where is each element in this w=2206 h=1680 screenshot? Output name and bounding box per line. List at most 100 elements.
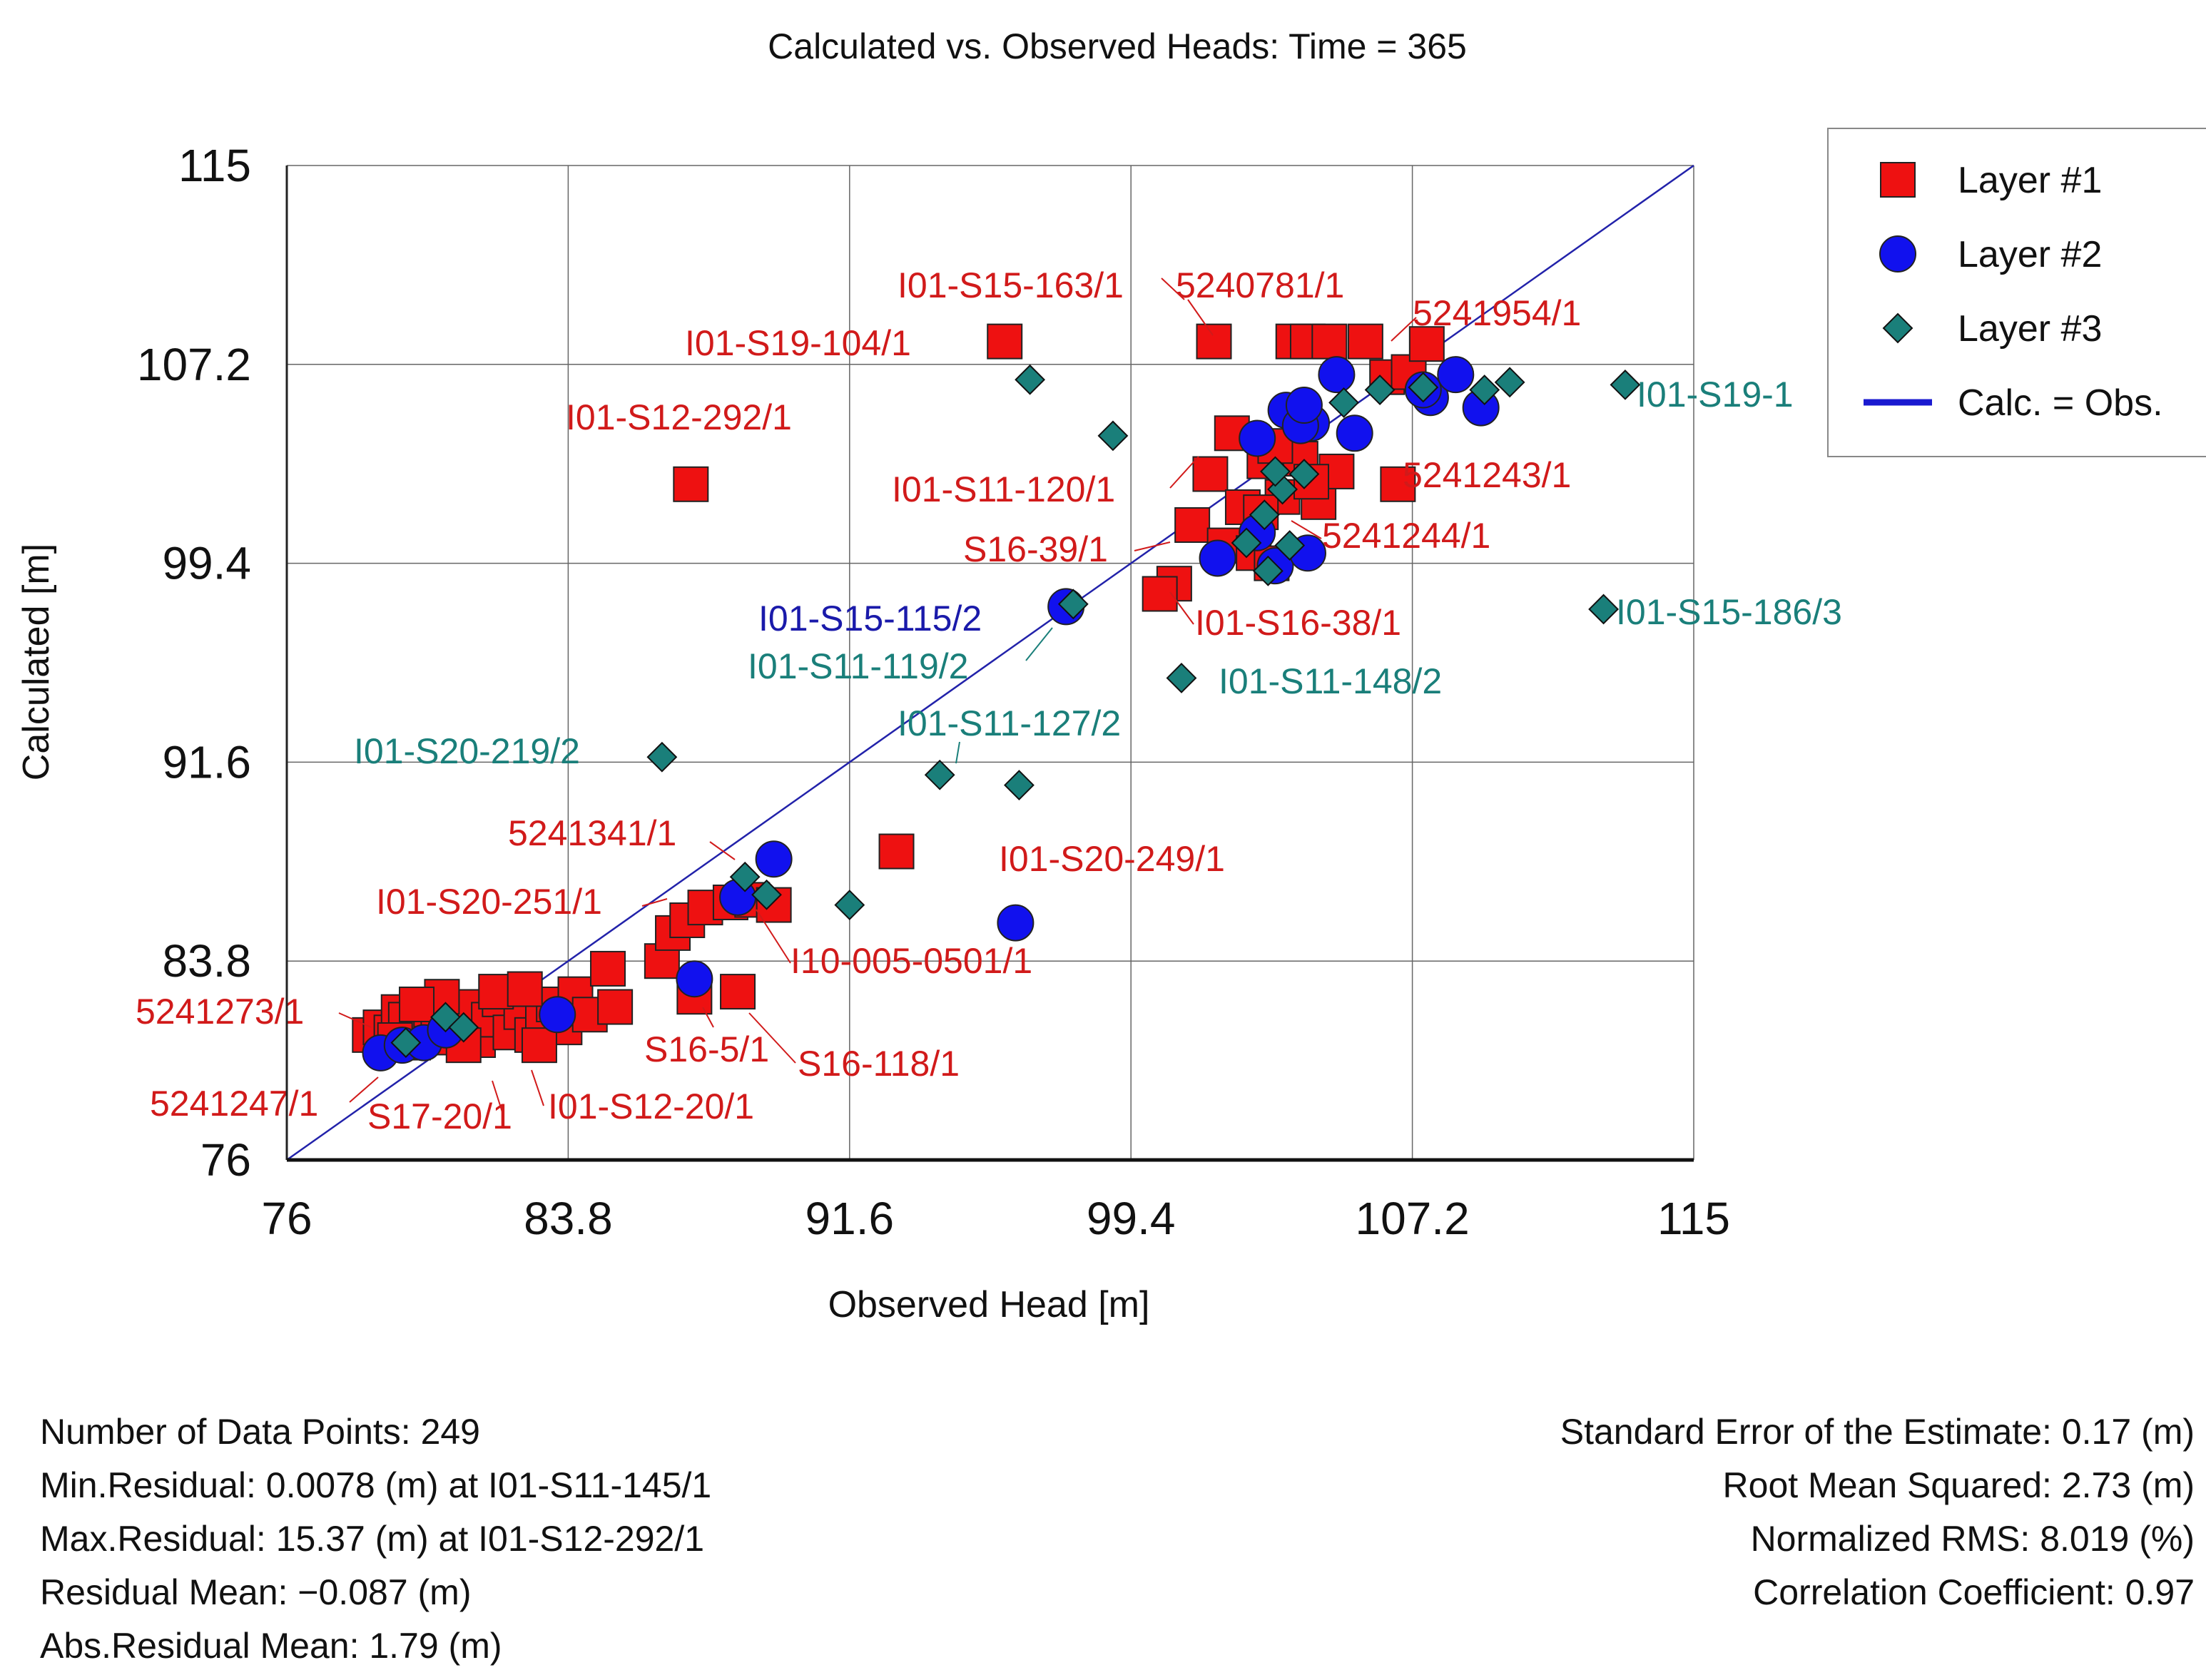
x-tick-label: 91.6	[805, 1193, 895, 1244]
stat-min-residual: Min.Residual: 0.0078 (m) at I01-S11-145/…	[40, 1465, 712, 1505]
annotation-leader-line	[756, 909, 791, 964]
annotation-leader-line	[1187, 299, 1214, 336]
layer3-point	[1015, 364, 1046, 395]
layer3-point	[1231, 527, 1262, 559]
data-points	[352, 323, 1641, 1071]
stats-right: Standard Error of the Estimate: 0.17 (m)…	[1560, 1405, 2195, 1619]
x-tick-label: 107.2	[1356, 1193, 1470, 1244]
point-label: S16-39/1	[963, 529, 1108, 569]
point-label: 5240781/1	[1176, 265, 1344, 305]
annotation-leader-line	[709, 841, 736, 860]
point-labels: I01-S15-163/1 5240781/1 5241954/1 I01-S19-1…	[136, 265, 1842, 1136]
legend-marker-circle	[1879, 235, 1916, 273]
point-label: I01-S20-251/1	[376, 882, 602, 922]
layer3-point	[729, 861, 761, 892]
legend-label: Layer #3	[1958, 308, 2102, 350]
layer3-point	[1249, 499, 1280, 531]
annotation-leader-line	[531, 1069, 544, 1106]
layer2-point	[1285, 386, 1323, 424]
point-label: I01-S11-127/2	[898, 703, 1121, 743]
point-label: I01-S16-38/1	[1195, 603, 1401, 643]
annotation-leader-line	[1391, 317, 1417, 342]
point-label: I01-S19-1	[1637, 375, 1794, 414]
x-axis-label: Observed Head [m]	[828, 1284, 1150, 1325]
layer3-point	[646, 741, 678, 773]
layer3-point	[1588, 594, 1620, 625]
point-label: I01-S15-186/3	[1616, 592, 1842, 632]
stat-residual-mean: Residual Mean: −0.087 (m)	[40, 1572, 472, 1612]
layer3-point	[390, 1027, 422, 1058]
layer1-point	[987, 323, 1023, 360]
layer2-point	[676, 960, 713, 998]
legend-label: Layer #2	[1958, 234, 2102, 275]
point-label: 5241243/1	[1403, 455, 1571, 495]
point-label: I01-S12-20/1	[548, 1086, 754, 1126]
layer2-point	[755, 840, 793, 878]
layer1-point	[1192, 456, 1229, 492]
layer3-point	[1494, 367, 1525, 398]
layer3-point	[1408, 372, 1439, 403]
layer1-point	[1174, 506, 1211, 543]
chart-title: Calculated vs. Observed Heads: Time = 36…	[768, 26, 1467, 66]
layer3-point	[1288, 459, 1320, 489]
x-tick-label: 115	[1657, 1193, 1730, 1244]
point-label: I01-S12-292/1	[566, 397, 792, 437]
layer2-point	[1318, 356, 1356, 394]
point-label: 5241244/1	[1322, 516, 1490, 556]
layer3-point	[834, 890, 865, 920]
stat-max-residual: Max.Residual: 15.37 (m) at I01-S12-292/1	[40, 1519, 705, 1559]
layer3-point	[1328, 387, 1359, 418]
layer1-point	[1408, 326, 1445, 362]
layer1-point	[597, 989, 634, 1025]
point-label: I10-005-0501/1	[791, 941, 1032, 981]
annotation-leader-line	[1161, 278, 1185, 300]
stat-rms: Root Mean Squared: 2.73 (m)	[1722, 1465, 2195, 1505]
y-tick-label: 76	[200, 1134, 251, 1186]
point-label: 5241273/1	[136, 992, 304, 1032]
y-axis-label: Calculated [m]	[16, 544, 57, 780]
point-label: I01-S11-120/1	[892, 469, 1115, 509]
y-tick-label: 91.6	[162, 736, 251, 788]
layer1-point	[1311, 323, 1348, 360]
layer2-point	[1437, 356, 1475, 394]
layer3-point	[1097, 420, 1129, 452]
layer2-point	[997, 904, 1035, 942]
point-label: I01-S20-219/2	[354, 731, 580, 771]
layer3-point	[1057, 589, 1089, 620]
y-tick-label: 99.4	[162, 538, 251, 589]
point-label: 5241341/1	[508, 813, 676, 853]
layer3-point	[1469, 375, 1500, 405]
y-tick-label: 107.2	[137, 339, 251, 390]
point-label: I01-S11-119/2	[748, 646, 968, 686]
annotation-leader-line	[641, 898, 668, 907]
x-tick-label: 83.8	[524, 1193, 613, 1244]
layer2-point	[1239, 419, 1276, 457]
y-tick-label: 115	[178, 140, 251, 191]
layer3-point	[924, 759, 955, 790]
legend-label: Calc. = Obs.	[1958, 382, 2163, 424]
point-label: 5241247/1	[150, 1084, 318, 1124]
layer1-point	[1196, 323, 1232, 360]
layer1-point	[590, 950, 626, 987]
layer1-point	[1380, 466, 1416, 502]
annotation-leader-line	[702, 1007, 714, 1028]
point-label: S16-118/1	[798, 1044, 960, 1084]
annotation-leader-line	[338, 1012, 372, 1028]
layer3-point	[751, 879, 782, 910]
stat-correlation: Correlation Coefficient: 0.97	[1753, 1572, 2195, 1612]
legend: Layer #1 Layer #2 Layer #3 Calc. = Obs.	[1827, 128, 2206, 457]
point-label: S16-5/1	[644, 1029, 769, 1069]
layer3-point	[1252, 555, 1284, 586]
annotation-leader-line	[1134, 541, 1171, 551]
stat-abs-residual-mean: Abs.Residual Mean: 1.79 (m)	[40, 1626, 502, 1666]
stat-std-error: Standard Error of the Estimate: 0.17 (m)	[1560, 1412, 2195, 1452]
layer1-point	[399, 986, 435, 1022]
layer3-point	[1004, 770, 1035, 800]
point-label: I01-S19-104/1	[685, 323, 911, 363]
x-tick-label: 76	[261, 1193, 312, 1244]
layer3-point	[1364, 375, 1396, 405]
layer1-point	[878, 833, 915, 870]
layer1-point	[673, 466, 709, 502]
